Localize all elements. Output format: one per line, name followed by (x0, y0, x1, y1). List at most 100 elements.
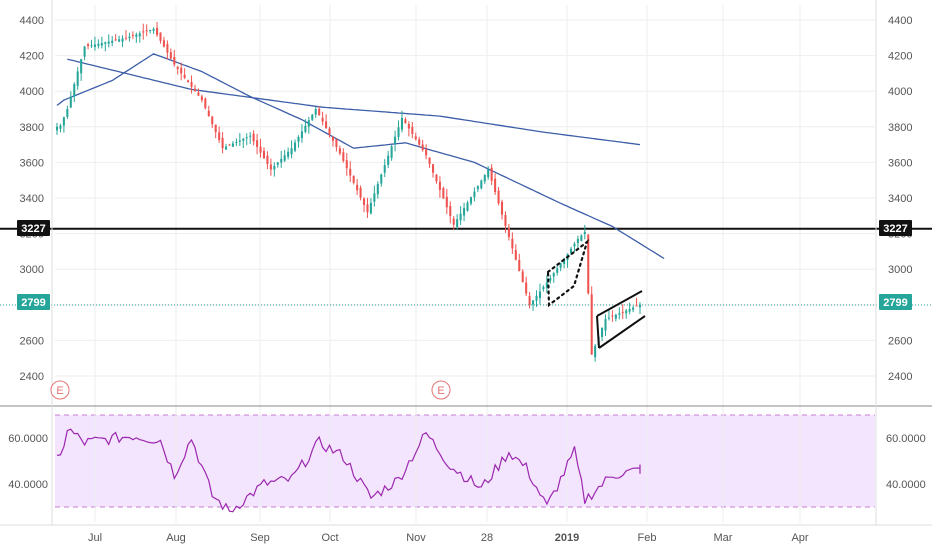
time-tick-label: 28 (481, 532, 493, 544)
candle (442, 186, 445, 199)
candle (93, 36, 96, 51)
candle (59, 123, 62, 133)
time-tick-label: Nov (406, 532, 426, 544)
candle (159, 32, 162, 44)
candle (349, 161, 352, 182)
candle (580, 234, 583, 242)
rsi-tick-label: 40.0000 (886, 479, 926, 491)
candle (487, 166, 490, 180)
price-tick-label: 3400 (20, 193, 44, 205)
price-tick-label: 4400 (888, 15, 912, 27)
price-tick-label: 2600 (20, 335, 44, 347)
candle (259, 138, 262, 158)
candle (525, 276, 528, 297)
candle (466, 200, 469, 212)
candle (173, 49, 176, 67)
price-tick-label: 3000 (888, 264, 912, 276)
candle (362, 197, 366, 213)
candle (390, 145, 393, 161)
candle (100, 36, 103, 49)
candle (138, 31, 141, 43)
candle (338, 145, 341, 156)
candle (514, 244, 517, 261)
time-tick-label: Feb (638, 532, 657, 544)
candle (590, 286, 593, 355)
candle (576, 235, 579, 250)
candle (607, 310, 610, 321)
candle (614, 313, 617, 322)
price-tick-label: 2400 (888, 371, 912, 383)
level-badge-left: 3227 (17, 220, 50, 236)
rising-channel-drawing[interactable] (596, 290, 646, 349)
left-price-axis[interactable]: 4400420040003800360034003200300028002600… (20, 15, 44, 383)
price-tick-label: 4200 (20, 51, 44, 63)
price-tick-label: 3800 (888, 122, 912, 134)
candle (587, 234, 590, 295)
rsi-pane (55, 414, 875, 508)
candle (245, 133, 248, 146)
channel-line (598, 315, 646, 349)
candle (190, 75, 193, 94)
time-axis[interactable]: Jul Aug Sep Oct Nov 28 2019 Feb Mar Apr (88, 532, 809, 544)
candle (304, 119, 307, 134)
earnings-marker-1[interactable]: E (50, 380, 70, 400)
candle (542, 285, 545, 292)
right-price-axis[interactable]: 4400420040003800360034003200300028002600… (888, 15, 912, 383)
candle (632, 305, 635, 313)
candle (545, 275, 548, 294)
candle (90, 39, 93, 48)
candle (214, 124, 217, 139)
ma-long-line (67, 58, 641, 146)
candle (511, 232, 514, 254)
candle (273, 162, 276, 177)
price-tick-label: 4200 (888, 51, 912, 63)
earnings-marker-2-label: E (437, 385, 444, 397)
candle (307, 116, 310, 134)
candle (280, 150, 283, 168)
candle (300, 124, 303, 143)
price-tick-label: 4000 (888, 86, 912, 98)
candle (238, 133, 241, 146)
rsi-tick-label: 60.0000 (8, 433, 48, 445)
candle (376, 181, 379, 199)
candle (266, 151, 269, 170)
candle (638, 302, 642, 314)
candle (156, 22, 159, 37)
candle (518, 253, 521, 272)
candle (445, 188, 448, 215)
candle (538, 283, 541, 305)
candle (418, 136, 421, 147)
rsi-axis[interactable]: 60.0000 60.0000 40.0000 40.0000 (8, 433, 926, 491)
candle (162, 36, 165, 48)
time-grid (94, 5, 801, 522)
candle (145, 24, 148, 37)
candle (411, 121, 414, 139)
candle (83, 45, 86, 61)
level-badge-right-text: 3227 (883, 223, 907, 235)
candle (521, 269, 524, 283)
candle (618, 307, 621, 320)
level-badge-left-text: 3227 (21, 223, 45, 235)
flag-pattern-drawing[interactable] (546, 239, 590, 308)
candle (428, 157, 431, 168)
candle (221, 132, 224, 154)
candle (124, 30, 128, 41)
candle (473, 187, 476, 202)
candle (149, 29, 152, 34)
candle (369, 198, 372, 215)
time-tick-label: Apr (791, 532, 808, 544)
candle (76, 67, 79, 90)
candle (452, 216, 455, 230)
earnings-marker-2[interactable]: E (431, 380, 451, 400)
candle (359, 185, 362, 201)
candle (211, 115, 214, 128)
candle (235, 138, 238, 146)
time-tick-label: Oct (321, 532, 338, 544)
candle (356, 179, 359, 195)
candle (552, 271, 555, 283)
time-tick-label: Mar (714, 532, 733, 544)
candle (532, 300, 535, 311)
candle (373, 185, 376, 207)
candle (407, 121, 410, 137)
